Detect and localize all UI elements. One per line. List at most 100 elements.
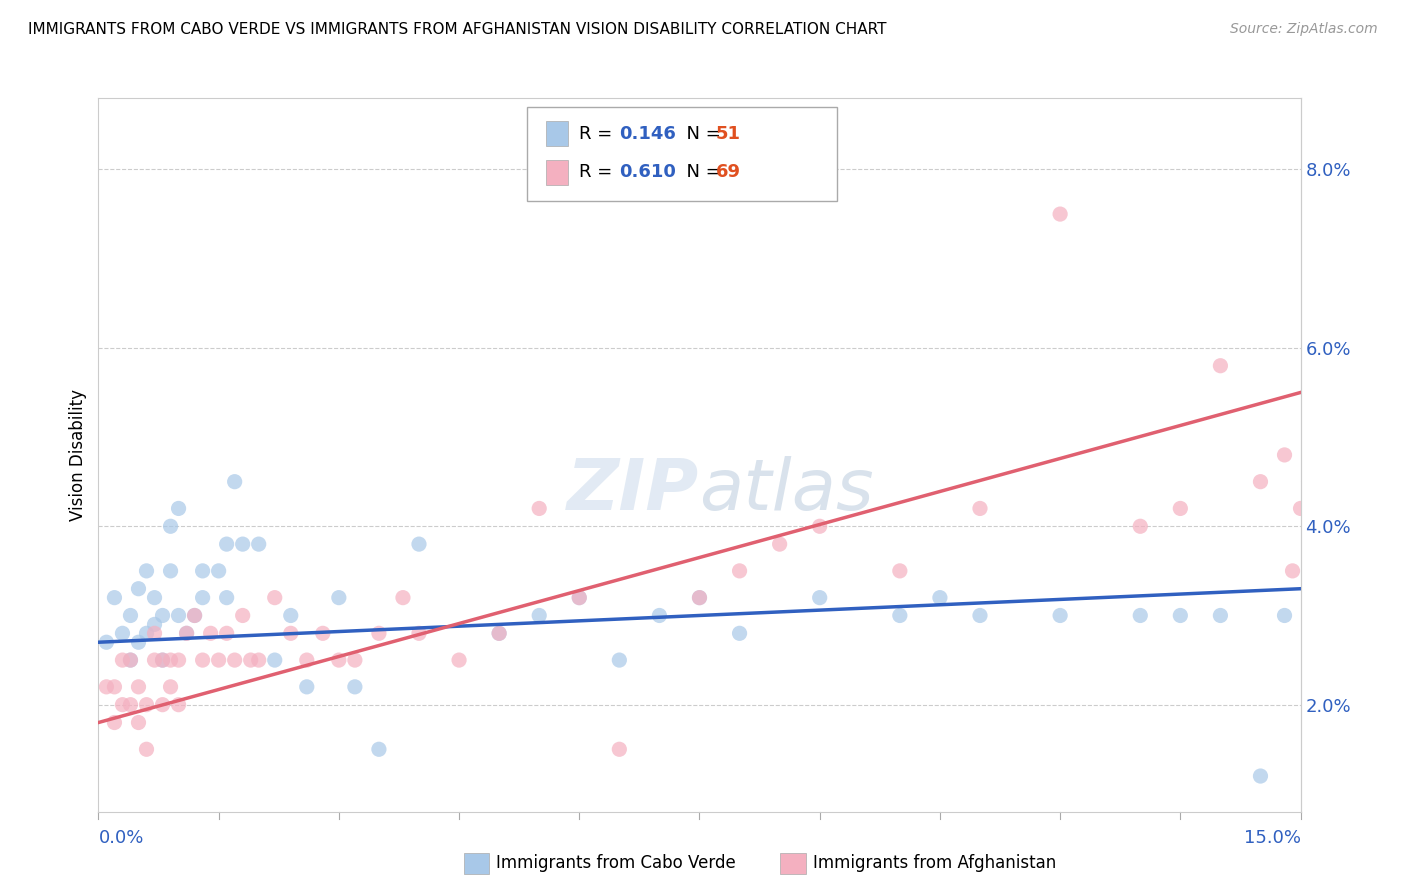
Text: 0.0%: 0.0% xyxy=(98,829,143,847)
Point xyxy=(183,608,205,623)
Point xyxy=(111,626,134,640)
Point xyxy=(176,626,198,640)
Point xyxy=(648,608,671,623)
Point xyxy=(328,591,350,605)
Point xyxy=(96,635,118,649)
Point xyxy=(167,698,190,712)
Point xyxy=(159,564,181,578)
Point xyxy=(143,653,166,667)
Point xyxy=(728,564,751,578)
Point xyxy=(152,698,174,712)
Point xyxy=(208,564,231,578)
Point xyxy=(1250,769,1272,783)
Point xyxy=(128,715,150,730)
Point xyxy=(1049,608,1071,623)
Point xyxy=(191,653,214,667)
Point xyxy=(368,626,391,640)
Point xyxy=(1209,608,1232,623)
Point xyxy=(120,608,142,623)
Point xyxy=(529,608,551,623)
Point xyxy=(167,501,190,516)
Text: 0.146: 0.146 xyxy=(619,125,675,143)
Point xyxy=(135,742,157,756)
Text: ZIP: ZIP xyxy=(567,456,700,525)
Point xyxy=(120,698,142,712)
Point xyxy=(689,591,711,605)
Point xyxy=(808,519,831,533)
Point xyxy=(295,680,318,694)
Point xyxy=(312,626,335,640)
Point xyxy=(1305,430,1327,444)
Point xyxy=(103,715,125,730)
Point xyxy=(224,653,246,667)
Point xyxy=(280,608,302,623)
Point xyxy=(1313,448,1336,462)
Point xyxy=(328,653,350,667)
Point xyxy=(159,653,181,667)
Point xyxy=(263,591,285,605)
Point xyxy=(808,591,831,605)
Text: 69: 69 xyxy=(716,163,741,181)
Point xyxy=(1274,608,1296,623)
Point xyxy=(1378,269,1400,284)
Point xyxy=(488,626,510,640)
Point xyxy=(609,742,631,756)
Point xyxy=(689,591,711,605)
Text: Immigrants from Afghanistan: Immigrants from Afghanistan xyxy=(813,855,1056,872)
Point xyxy=(280,626,302,640)
Point xyxy=(191,591,214,605)
Point xyxy=(159,519,181,533)
Point xyxy=(889,564,911,578)
Point xyxy=(392,591,415,605)
Point xyxy=(368,742,391,756)
Point xyxy=(1346,385,1368,400)
Point xyxy=(167,653,190,667)
Point xyxy=(208,653,231,667)
Point xyxy=(1330,385,1353,400)
Point xyxy=(135,626,157,640)
Point xyxy=(152,653,174,667)
Point xyxy=(447,653,470,667)
Point xyxy=(969,501,991,516)
Point xyxy=(1298,475,1320,489)
Point xyxy=(96,680,118,694)
Point xyxy=(215,537,238,551)
Point xyxy=(1274,448,1296,462)
Text: 0.610: 0.610 xyxy=(619,163,675,181)
Point xyxy=(152,653,174,667)
Point xyxy=(135,564,157,578)
Point xyxy=(152,608,174,623)
Point xyxy=(232,537,254,551)
Point xyxy=(1129,608,1152,623)
Text: Immigrants from Cabo Verde: Immigrants from Cabo Verde xyxy=(496,855,737,872)
Point xyxy=(176,626,198,640)
Point xyxy=(128,680,150,694)
Point xyxy=(1337,359,1360,373)
Point xyxy=(1209,359,1232,373)
Text: N =: N = xyxy=(675,125,727,143)
Point xyxy=(1354,359,1376,373)
Point xyxy=(1170,501,1192,516)
Point xyxy=(120,653,142,667)
Text: atlas: atlas xyxy=(700,456,875,525)
Point xyxy=(103,680,125,694)
Point xyxy=(111,698,134,712)
Point xyxy=(247,537,270,551)
Point xyxy=(191,564,214,578)
Point xyxy=(1322,385,1344,400)
Point xyxy=(263,653,285,667)
Point xyxy=(103,591,125,605)
Point xyxy=(1170,608,1192,623)
Point xyxy=(1129,519,1152,533)
Point xyxy=(143,591,166,605)
Point xyxy=(1049,207,1071,221)
Point xyxy=(295,653,318,667)
Point xyxy=(408,626,430,640)
Text: 15.0%: 15.0% xyxy=(1243,829,1301,847)
Point xyxy=(1250,475,1272,489)
Point xyxy=(167,608,190,623)
Point xyxy=(408,537,430,551)
Y-axis label: Vision Disability: Vision Disability xyxy=(69,389,87,521)
Point xyxy=(159,680,181,694)
Text: IMMIGRANTS FROM CABO VERDE VS IMMIGRANTS FROM AFGHANISTAN VISION DISABILITY CORR: IMMIGRANTS FROM CABO VERDE VS IMMIGRANTS… xyxy=(28,22,887,37)
